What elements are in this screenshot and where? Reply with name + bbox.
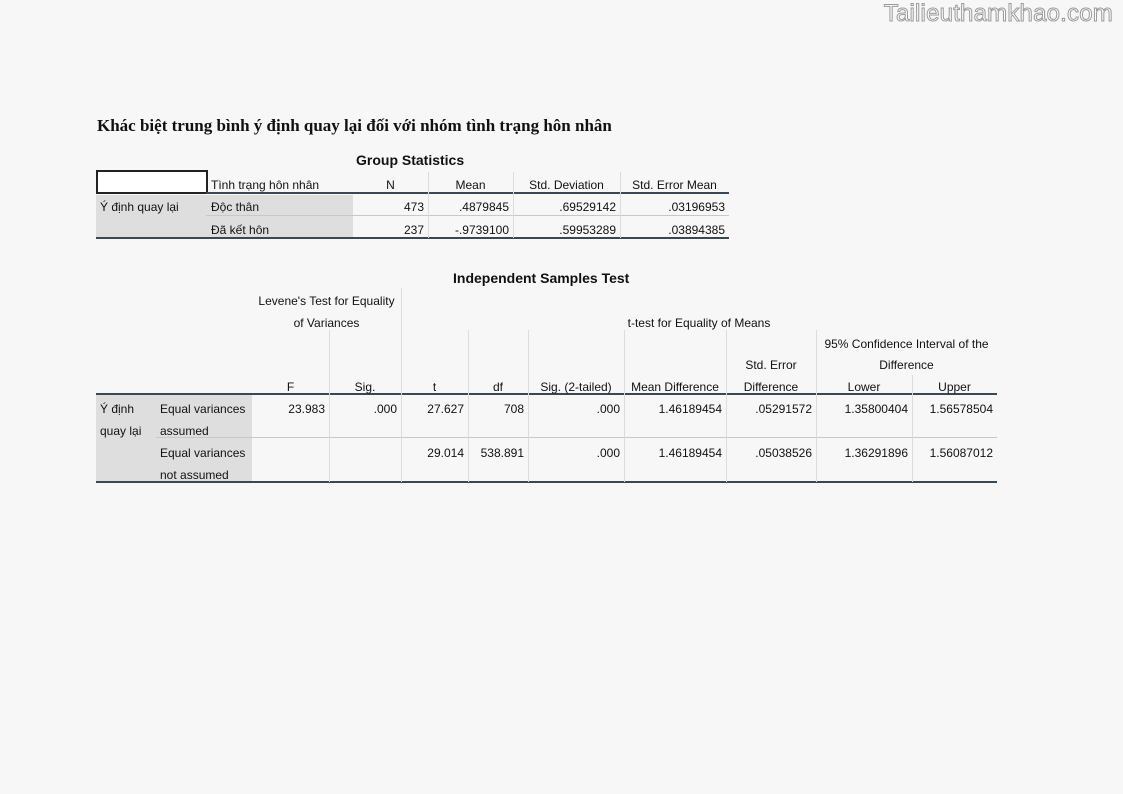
- empty-corner-cell: [96, 170, 208, 194]
- ci-header-line2: Difference: [879, 358, 934, 372]
- row-divider: [156, 437, 997, 438]
- n-value: 473: [403, 200, 424, 214]
- f-value: 23.983: [288, 402, 325, 416]
- t-value: 29.014: [427, 446, 464, 460]
- col-divider: [912, 375, 913, 482]
- col-divider: [401, 288, 402, 482]
- header-std-error-mean: Std. Error Mean: [632, 178, 717, 192]
- equal-variances-assumed-label: Equal variances: [160, 402, 246, 416]
- row-label-intention-line2: quay lại: [100, 424, 142, 438]
- se-value: .03196953: [668, 200, 725, 214]
- n-value: 237: [403, 223, 424, 237]
- group-label-shade: [206, 195, 353, 238]
- col-divider: [620, 172, 621, 238]
- mean-difference-value: 1.46189454: [658, 446, 722, 460]
- header-lower: Lower: [847, 380, 881, 394]
- mean-value: -.9739100: [454, 223, 509, 237]
- std-error-difference-value: .05038526: [755, 446, 812, 460]
- ci-upper-value: 1.56087012: [929, 446, 993, 460]
- equal-variances-assumed-label-line2: assumed: [160, 424, 209, 438]
- sig2-value: .000: [596, 446, 620, 460]
- ci-lower-value: 1.35800404: [844, 402, 908, 416]
- header-mean: Mean: [455, 178, 486, 192]
- sig2-value: .000: [596, 402, 620, 416]
- watermark-text: Tailieuthamkhao.com: [883, 0, 1113, 28]
- col-divider: [329, 330, 330, 482]
- se-value: .03894385: [668, 223, 725, 237]
- header-rule: [96, 393, 997, 395]
- ci-header: 95% Confidence Interval of the: [824, 337, 989, 351]
- ttest-header: t-test for Equality of Means: [627, 316, 771, 330]
- ci-upper-value: 1.56578504: [929, 402, 993, 416]
- variance-label-shade: [156, 395, 252, 482]
- header-marital-status: Tình trạng hôn nhân: [211, 178, 320, 192]
- ci-lower-value: 1.36291896: [844, 446, 908, 460]
- row-label-shade: [96, 395, 156, 482]
- row-divider: [206, 215, 729, 216]
- group-single: Độc thân: [211, 200, 260, 214]
- equal-variances-not-assumed-label-line2: not assumed: [160, 468, 229, 482]
- group-statistics-caption: Group Statistics: [356, 152, 465, 168]
- header-t: t: [432, 380, 437, 394]
- col-divider: [513, 172, 514, 238]
- row-label-intention: Ý định: [100, 402, 135, 416]
- stderr-diff-header: Std. Error: [745, 358, 797, 372]
- row-label-shade: [96, 195, 206, 238]
- group-married: Đã kết hôn: [211, 223, 270, 237]
- page-heading: Khác biệt trung bình ý định quay lại đối…: [97, 116, 612, 135]
- col-divider: [528, 330, 529, 482]
- sd-value: .59953289: [559, 223, 616, 237]
- levene-header-line2: of Variances: [293, 316, 360, 330]
- header-df: df: [492, 380, 503, 394]
- sd-value: .69529142: [559, 200, 616, 214]
- row-label-intention: Ý định quay lại: [100, 200, 179, 214]
- header-sig-2tailed: Sig. (2-tailed): [540, 380, 612, 394]
- col-divider: [624, 330, 625, 482]
- header-std-deviation: Std. Deviation: [529, 178, 604, 192]
- header-sig: Sig.: [354, 380, 376, 394]
- mean-value: .4879845: [458, 200, 509, 214]
- equal-variances-not-assumed-label: Equal variances: [160, 446, 246, 460]
- header-upper: Upper: [938, 380, 971, 394]
- header-mean-difference: Mean Difference: [631, 380, 719, 394]
- bottom-rule: [96, 237, 729, 239]
- bottom-rule: [96, 481, 997, 483]
- col-divider: [816, 330, 817, 482]
- header-n: N: [386, 178, 395, 192]
- header-rule: [206, 192, 729, 194]
- header-f: F: [286, 380, 295, 394]
- col-divider: [468, 330, 469, 482]
- df-value: 538.891: [480, 446, 524, 460]
- independent-samples-caption: Independent Samples Test: [453, 270, 630, 286]
- levene-header: Levene's Test for Equality: [258, 294, 395, 308]
- mean-difference-value: 1.46189454: [658, 402, 722, 416]
- col-divider: [428, 172, 429, 238]
- std-error-difference-value: .05291572: [755, 402, 812, 416]
- sig-value: .000: [373, 402, 397, 416]
- col-divider: [726, 330, 727, 482]
- df-value: 708: [503, 402, 524, 416]
- t-value: 27.627: [427, 402, 464, 416]
- header-std-error-difference: Difference: [743, 380, 799, 394]
